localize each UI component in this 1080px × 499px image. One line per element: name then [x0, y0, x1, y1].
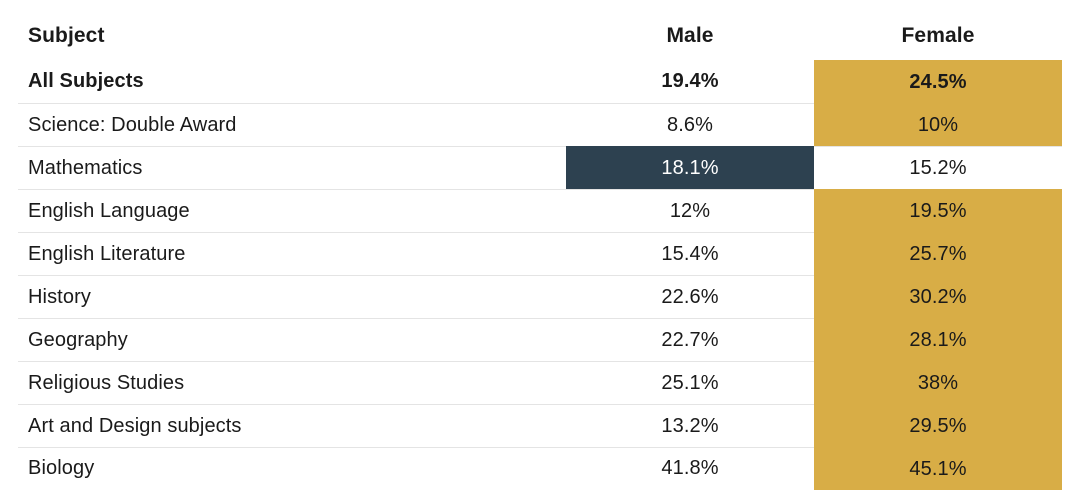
table-row: Biology 41.8% 45.1%	[18, 447, 1062, 490]
subject-cell: Art and Design subjects	[18, 404, 566, 447]
male-value-cell: 15.4%	[566, 232, 814, 275]
subject-cell: All Subjects	[28, 70, 144, 92]
female-value-cell: 10%	[814, 103, 1062, 146]
female-value-cell: 24.5%	[814, 60, 1062, 103]
table-row: Religious Studies 25.1% 38%	[18, 361, 1062, 404]
female-value-cell: 30.2%	[814, 275, 1062, 318]
table-row: Art and Design subjects 13.2% 29.5%	[18, 404, 1062, 447]
male-value-cell: 12%	[566, 189, 814, 232]
table-row: Science: Double Award 8.6% 10%	[18, 103, 1062, 146]
male-value-cell: 18.1%	[566, 146, 814, 189]
header-female: Female	[901, 24, 975, 47]
table-header: Subject Male Female	[18, 10, 1062, 60]
table-row: All Subjects 19.4% 24.5%	[18, 60, 1062, 103]
subject-cell: English Literature	[18, 232, 566, 275]
table-row: English Literature 15.4% 25.7%	[18, 232, 1062, 275]
male-value-cell: 41.8%	[566, 447, 814, 489]
female-value-cell: 38%	[814, 361, 1062, 404]
subject-cell: Religious Studies	[18, 361, 566, 404]
female-value-cell: 28.1%	[814, 318, 1062, 361]
subject-cell: History	[18, 275, 566, 318]
table-row: History 22.6% 30.2%	[18, 275, 1062, 318]
subject-cell: Mathematics	[18, 146, 566, 189]
male-value-cell: 22.6%	[566, 275, 814, 318]
subject-cell: Science: Double Award	[18, 103, 566, 146]
female-value-cell: 29.5%	[814, 404, 1062, 447]
table-row: Geography 22.7% 28.1%	[18, 318, 1062, 361]
header-subject: Subject	[28, 24, 105, 47]
male-value-cell: 22.7%	[566, 318, 814, 361]
female-value-cell: 25.7%	[814, 232, 1062, 275]
header-male: Male	[666, 24, 714, 47]
male-value-cell: 19.4%	[661, 70, 719, 92]
subject-cell: English Language	[18, 189, 566, 232]
table-row: Mathematics 18.1% 15.2%	[18, 146, 1062, 189]
male-value-cell: 8.6%	[566, 103, 814, 146]
table-row: English Language 12% 19.5%	[18, 189, 1062, 232]
female-value-cell: 19.5%	[814, 189, 1062, 232]
subject-cell: Geography	[18, 318, 566, 361]
male-value-cell: 13.2%	[566, 404, 814, 447]
table-body: All Subjects 19.4% 24.5% Science: Double Aw…	[18, 60, 1062, 490]
results-table: Subject Male Female All Subjects 19.4% 24.…	[18, 10, 1062, 490]
female-value-cell: 15.2%	[814, 146, 1062, 189]
male-value-cell: 25.1%	[566, 361, 814, 404]
female-value-cell: 45.1%	[814, 447, 1062, 490]
subject-cell: Biology	[18, 447, 566, 489]
